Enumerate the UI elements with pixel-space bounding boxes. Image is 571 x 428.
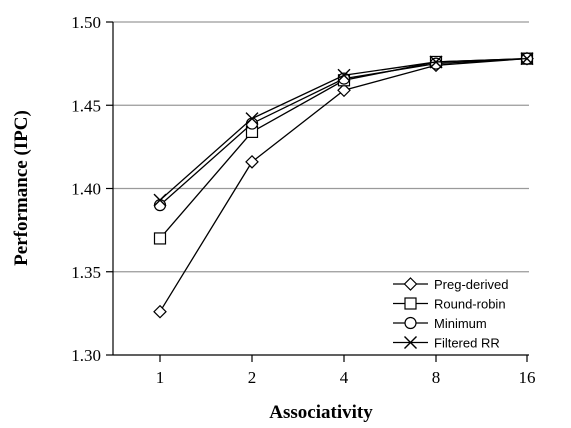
- x-tick-label: 2: [248, 368, 257, 387]
- data-point-circle: [245, 117, 259, 130]
- legend-label: Preg-derived: [434, 277, 508, 292]
- y-tick-label: 1.50: [71, 13, 101, 32]
- data-point-square: [153, 232, 167, 245]
- x-tick-label: 8: [432, 368, 441, 387]
- legend-label: Minimum: [434, 316, 487, 331]
- data-point-x: [245, 112, 259, 126]
- y-tick-label: 1.40: [71, 180, 101, 199]
- legend-item: Filtered RR: [393, 336, 500, 351]
- y-tick-label: 1.30: [71, 346, 101, 365]
- y-ticks: 1.30 1.35 1.40 1.45 1.50: [71, 13, 113, 365]
- x-tick-label: 4: [340, 368, 349, 387]
- y-tick-label: 1.35: [71, 263, 101, 282]
- data-point-x: [337, 68, 351, 82]
- x-tick-label: 16: [519, 368, 536, 387]
- legend-item: Preg-derived: [393, 277, 508, 292]
- data-point-x: [153, 193, 167, 207]
- legend-marker-circle: [404, 316, 417, 330]
- legend-item: Minimum: [393, 316, 487, 331]
- legend-label: Filtered RR: [434, 336, 500, 351]
- x-ticks: 1 2 4 8 16: [156, 355, 536, 387]
- legend: Preg-derived Round-robin Minimum Filtered R…: [393, 277, 508, 351]
- data-point-circle: [153, 199, 167, 212]
- legend-marker-square: [404, 297, 417, 310]
- x-tick-label: 1: [156, 368, 165, 387]
- legend-label: Round-robin: [434, 297, 506, 312]
- series: [153, 51, 534, 319]
- y-axis-title: Performance (IPC): [11, 110, 32, 266]
- grid-lines: [113, 21, 529, 273]
- data-point-x: [429, 55, 443, 69]
- data-point-diamond: [153, 304, 167, 319]
- legend-marker-x: [404, 336, 417, 349]
- legend-item: Round-robin: [393, 297, 506, 312]
- y-tick-label: 1.45: [71, 96, 101, 115]
- data-point-diamond: [245, 155, 259, 169]
- legend-marker-diamond: [403, 277, 418, 291]
- data-point-circle: [429, 57, 443, 70]
- x-axis-title: Associativity: [269, 402, 373, 423]
- data-point-diamond: [337, 83, 351, 98]
- series-filtered-rr: [153, 52, 534, 207]
- data-point-x: [520, 52, 534, 66]
